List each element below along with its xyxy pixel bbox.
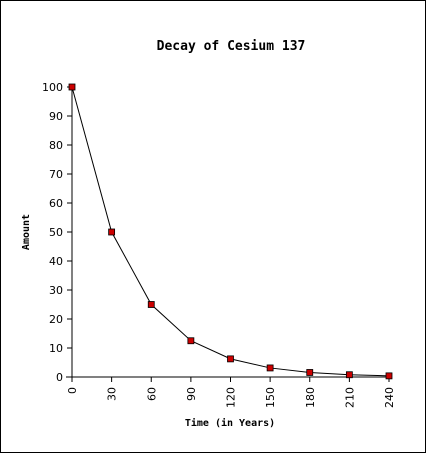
data-point [147,301,155,308]
y-tick-label: 90 [49,110,63,123]
x-tick-label: 150 [264,387,277,408]
y-tick-label: 60 [49,197,63,210]
y-tick-label: 40 [49,255,63,268]
y-tick-label: 30 [49,284,63,297]
y-tick-label: 20 [49,313,63,326]
data-point [108,228,116,236]
series-line [71,86,390,377]
data-point [68,83,76,91]
y-tick-label: 0 [56,371,63,384]
chart-title: Decay of Cesium 137 [157,39,306,54]
x-tick-label: 210 [343,387,356,408]
x-tick-label: 120 [225,387,238,408]
x-tick-label: 180 [304,387,317,408]
y-tick-label: 50 [49,226,63,239]
y-tick-label: 100 [42,81,63,94]
y-tick-label: 80 [49,139,63,152]
x-tick-label: 240 [383,387,396,408]
data-point [345,371,353,379]
data-point [187,337,195,345]
x-tick-label: 90 [185,387,198,401]
x-tick-label: 60 [145,387,158,401]
y-tick-label: 70 [49,168,63,181]
x-tick-label: 0 [66,387,79,394]
data-point [306,369,314,376]
x-axis-title: Time (in Years) [185,417,275,429]
data-point [385,372,393,380]
data-point [227,355,234,363]
y-tick-label: 10 [49,342,63,355]
y-axis-title: Amount [21,214,32,250]
data-point [266,364,274,372]
x-tick-label: 30 [106,387,119,401]
